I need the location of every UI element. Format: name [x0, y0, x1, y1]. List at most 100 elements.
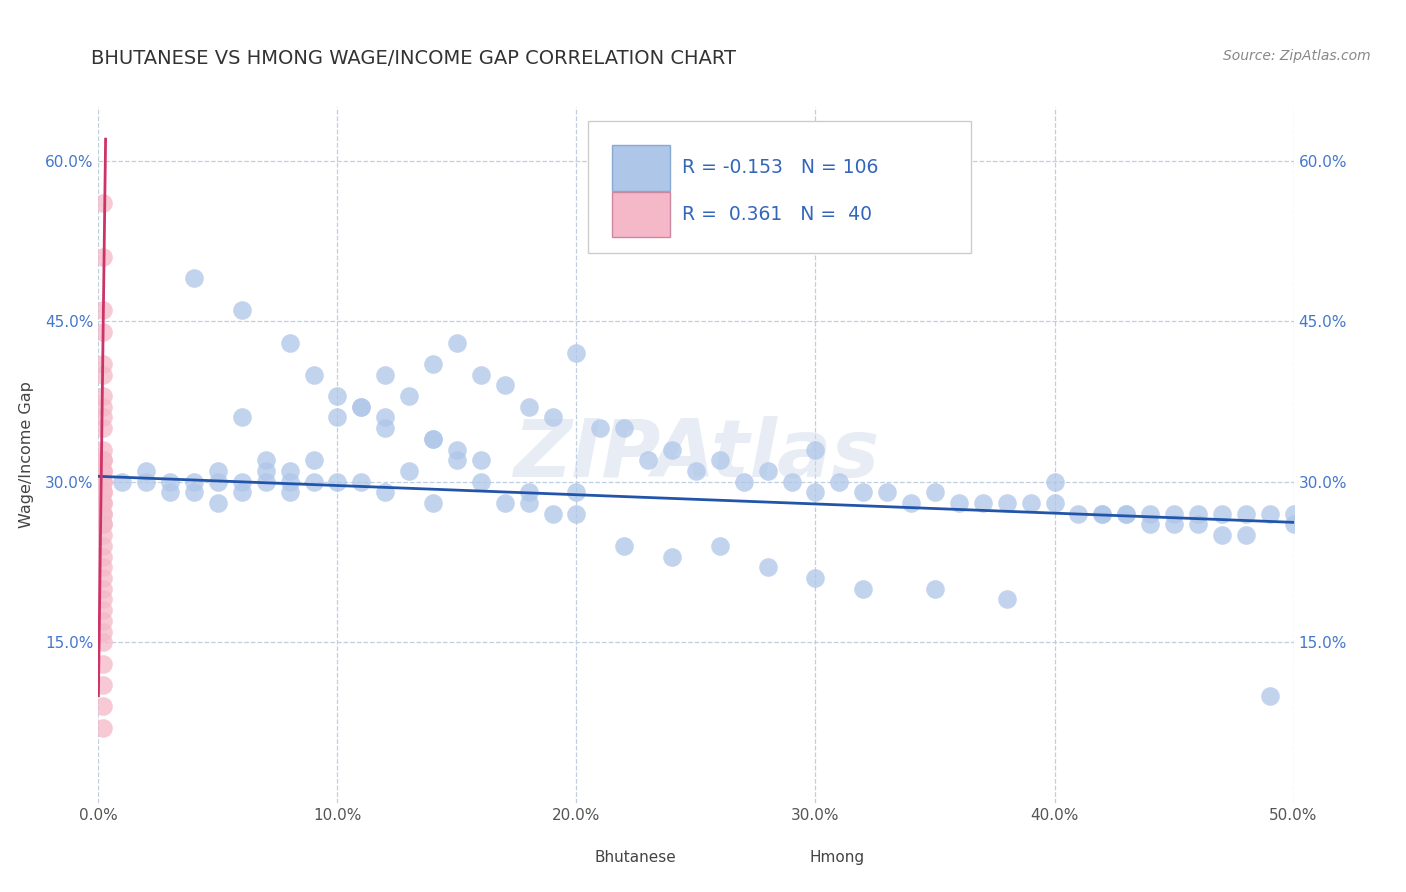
- Point: [1043, 496, 1066, 510]
- Point: [91, 560, 114, 574]
- Point: [972, 496, 994, 510]
- Point: [446, 442, 468, 457]
- Point: [91, 453, 114, 467]
- Point: [446, 335, 468, 350]
- Point: [589, 421, 612, 435]
- Point: [254, 475, 277, 489]
- Point: [278, 485, 301, 500]
- Point: [1115, 507, 1137, 521]
- Point: [470, 475, 492, 489]
- Point: [91, 657, 114, 671]
- Point: [91, 635, 114, 649]
- Point: [1187, 507, 1209, 521]
- Point: [661, 442, 683, 457]
- Point: [183, 485, 205, 500]
- Point: [1211, 528, 1233, 542]
- Point: [756, 560, 779, 574]
- Point: [91, 517, 114, 532]
- Point: [91, 699, 114, 714]
- Point: [350, 400, 373, 414]
- Point: [494, 378, 516, 392]
- Point: [91, 464, 114, 478]
- Point: [1115, 507, 1137, 521]
- Point: [374, 485, 396, 500]
- Point: [852, 582, 875, 596]
- Point: [91, 475, 114, 489]
- Point: [541, 410, 564, 425]
- Point: [91, 624, 114, 639]
- Point: [207, 464, 229, 478]
- Point: [278, 335, 301, 350]
- Point: [91, 549, 114, 564]
- Point: [254, 464, 277, 478]
- Point: [637, 453, 659, 467]
- Point: [398, 464, 420, 478]
- Point: [91, 368, 114, 382]
- Point: [91, 539, 114, 553]
- FancyBboxPatch shape: [613, 145, 669, 191]
- Point: [91, 357, 114, 371]
- FancyBboxPatch shape: [613, 192, 669, 237]
- Point: [565, 485, 588, 500]
- Point: [565, 507, 588, 521]
- Point: [231, 475, 253, 489]
- Point: [302, 368, 325, 382]
- Point: [1258, 689, 1281, 703]
- Point: [91, 582, 114, 596]
- Point: [517, 496, 540, 510]
- Point: [91, 464, 114, 478]
- Point: [398, 389, 420, 403]
- Point: [1258, 507, 1281, 521]
- Point: [91, 571, 114, 585]
- Point: [517, 485, 540, 500]
- Point: [685, 464, 707, 478]
- Point: [470, 368, 492, 382]
- Point: [91, 389, 114, 403]
- Point: [91, 496, 114, 510]
- Point: [231, 485, 253, 500]
- Point: [709, 453, 731, 467]
- Text: Hmong: Hmong: [810, 849, 865, 864]
- Point: [91, 303, 114, 318]
- Point: [900, 496, 922, 510]
- Point: [302, 475, 325, 489]
- Point: [91, 410, 114, 425]
- Point: [1139, 517, 1161, 532]
- Point: [1091, 507, 1114, 521]
- Point: [709, 539, 731, 553]
- Point: [756, 464, 779, 478]
- Point: [91, 453, 114, 467]
- Point: [422, 432, 444, 446]
- Point: [1211, 507, 1233, 521]
- Point: [1234, 507, 1257, 521]
- Point: [159, 485, 181, 500]
- Point: [183, 475, 205, 489]
- Point: [374, 421, 396, 435]
- Point: [374, 368, 396, 382]
- Point: [1282, 507, 1305, 521]
- Point: [924, 582, 946, 596]
- Point: [422, 357, 444, 371]
- Point: [326, 410, 349, 425]
- Point: [91, 196, 114, 211]
- Point: [995, 496, 1018, 510]
- Point: [207, 475, 229, 489]
- Point: [159, 475, 181, 489]
- Point: [91, 496, 114, 510]
- Point: [91, 325, 114, 339]
- Point: [135, 464, 157, 478]
- Point: [422, 432, 444, 446]
- Point: [422, 496, 444, 510]
- Y-axis label: Wage/Income Gap: Wage/Income Gap: [18, 382, 34, 528]
- Point: [446, 453, 468, 467]
- Point: [1139, 507, 1161, 521]
- Point: [1163, 507, 1185, 521]
- Point: [326, 475, 349, 489]
- Point: [350, 400, 373, 414]
- Point: [541, 507, 564, 521]
- Point: [183, 271, 205, 285]
- Point: [91, 250, 114, 264]
- Point: [804, 571, 827, 585]
- Point: [517, 400, 540, 414]
- Point: [91, 517, 114, 532]
